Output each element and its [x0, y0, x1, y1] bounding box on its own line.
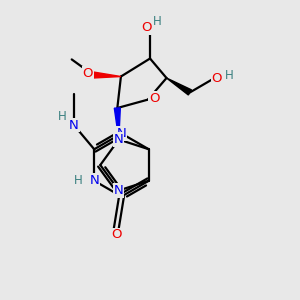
- Text: N: N: [114, 184, 124, 197]
- Text: O: O: [149, 92, 160, 105]
- Text: O: O: [212, 72, 222, 85]
- Text: H: H: [225, 69, 234, 82]
- Text: N: N: [117, 127, 126, 140]
- Text: O: O: [83, 67, 93, 80]
- Polygon shape: [114, 108, 120, 140]
- Polygon shape: [167, 78, 191, 95]
- Text: N: N: [89, 174, 99, 187]
- Text: H: H: [58, 110, 67, 123]
- Text: H: H: [153, 15, 162, 28]
- Text: N: N: [114, 133, 124, 146]
- Text: O: O: [111, 229, 122, 242]
- Text: N: N: [69, 118, 79, 132]
- Text: O: O: [141, 21, 152, 34]
- Text: H: H: [74, 174, 83, 187]
- Polygon shape: [93, 72, 121, 78]
